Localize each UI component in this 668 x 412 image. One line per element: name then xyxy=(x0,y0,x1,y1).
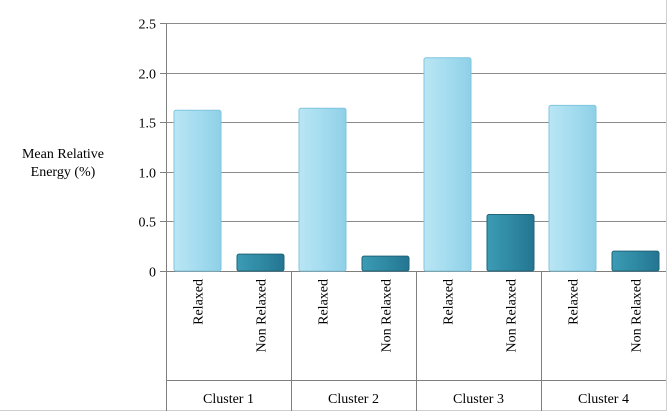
bar-relaxed xyxy=(173,109,222,272)
y-axis-label: Mean Relative Energy (%) xyxy=(22,147,104,180)
category-label: Non Relaxed xyxy=(380,279,395,352)
y-tick-label: 0 xyxy=(149,266,156,281)
category-label: Relaxed xyxy=(192,279,207,325)
y-tick-labels: 0 0.5 1.0 1.5 2.0 2.5 xyxy=(139,18,157,281)
y-tick-label: 2.0 xyxy=(139,68,157,83)
bar-relaxed xyxy=(423,57,472,272)
category-label: Relaxed xyxy=(567,279,582,325)
y-tick-label: 1.0 xyxy=(139,167,157,182)
y-axis-label-line: Mean Relative xyxy=(22,147,104,162)
y-tick-label: 1.5 xyxy=(139,117,157,132)
category-labels: Relaxed Non Relaxed Relaxed Non Relaxed Rela… xyxy=(192,279,645,352)
category-label: Relaxed xyxy=(442,279,457,325)
cluster-label: Cluster 4 xyxy=(578,392,629,407)
bars xyxy=(173,57,660,272)
y-tick-label: 2.5 xyxy=(139,18,157,33)
category-label: Non Relaxed xyxy=(255,279,270,352)
bar-relaxed xyxy=(298,107,347,272)
category-label: Non Relaxed xyxy=(505,279,520,352)
cluster-label: Cluster 3 xyxy=(453,392,504,407)
bar-non-relaxed xyxy=(611,250,660,272)
bar-relaxed xyxy=(548,104,597,272)
bar-non-relaxed xyxy=(361,255,410,272)
cluster-label: Cluster 2 xyxy=(328,392,379,407)
y-axis-label-line: Energy (%) xyxy=(31,165,96,180)
cluster-label: Cluster 1 xyxy=(203,392,254,407)
y-tick-label: 0.5 xyxy=(139,216,157,231)
bar-non-relaxed xyxy=(486,213,535,272)
category-label: Non Relaxed xyxy=(630,279,645,352)
cluster-labels: Cluster 1 Cluster 2 Cluster 3 Cluster 4 xyxy=(203,392,629,407)
category-label: Relaxed xyxy=(317,279,332,325)
bar-non-relaxed xyxy=(236,253,285,272)
